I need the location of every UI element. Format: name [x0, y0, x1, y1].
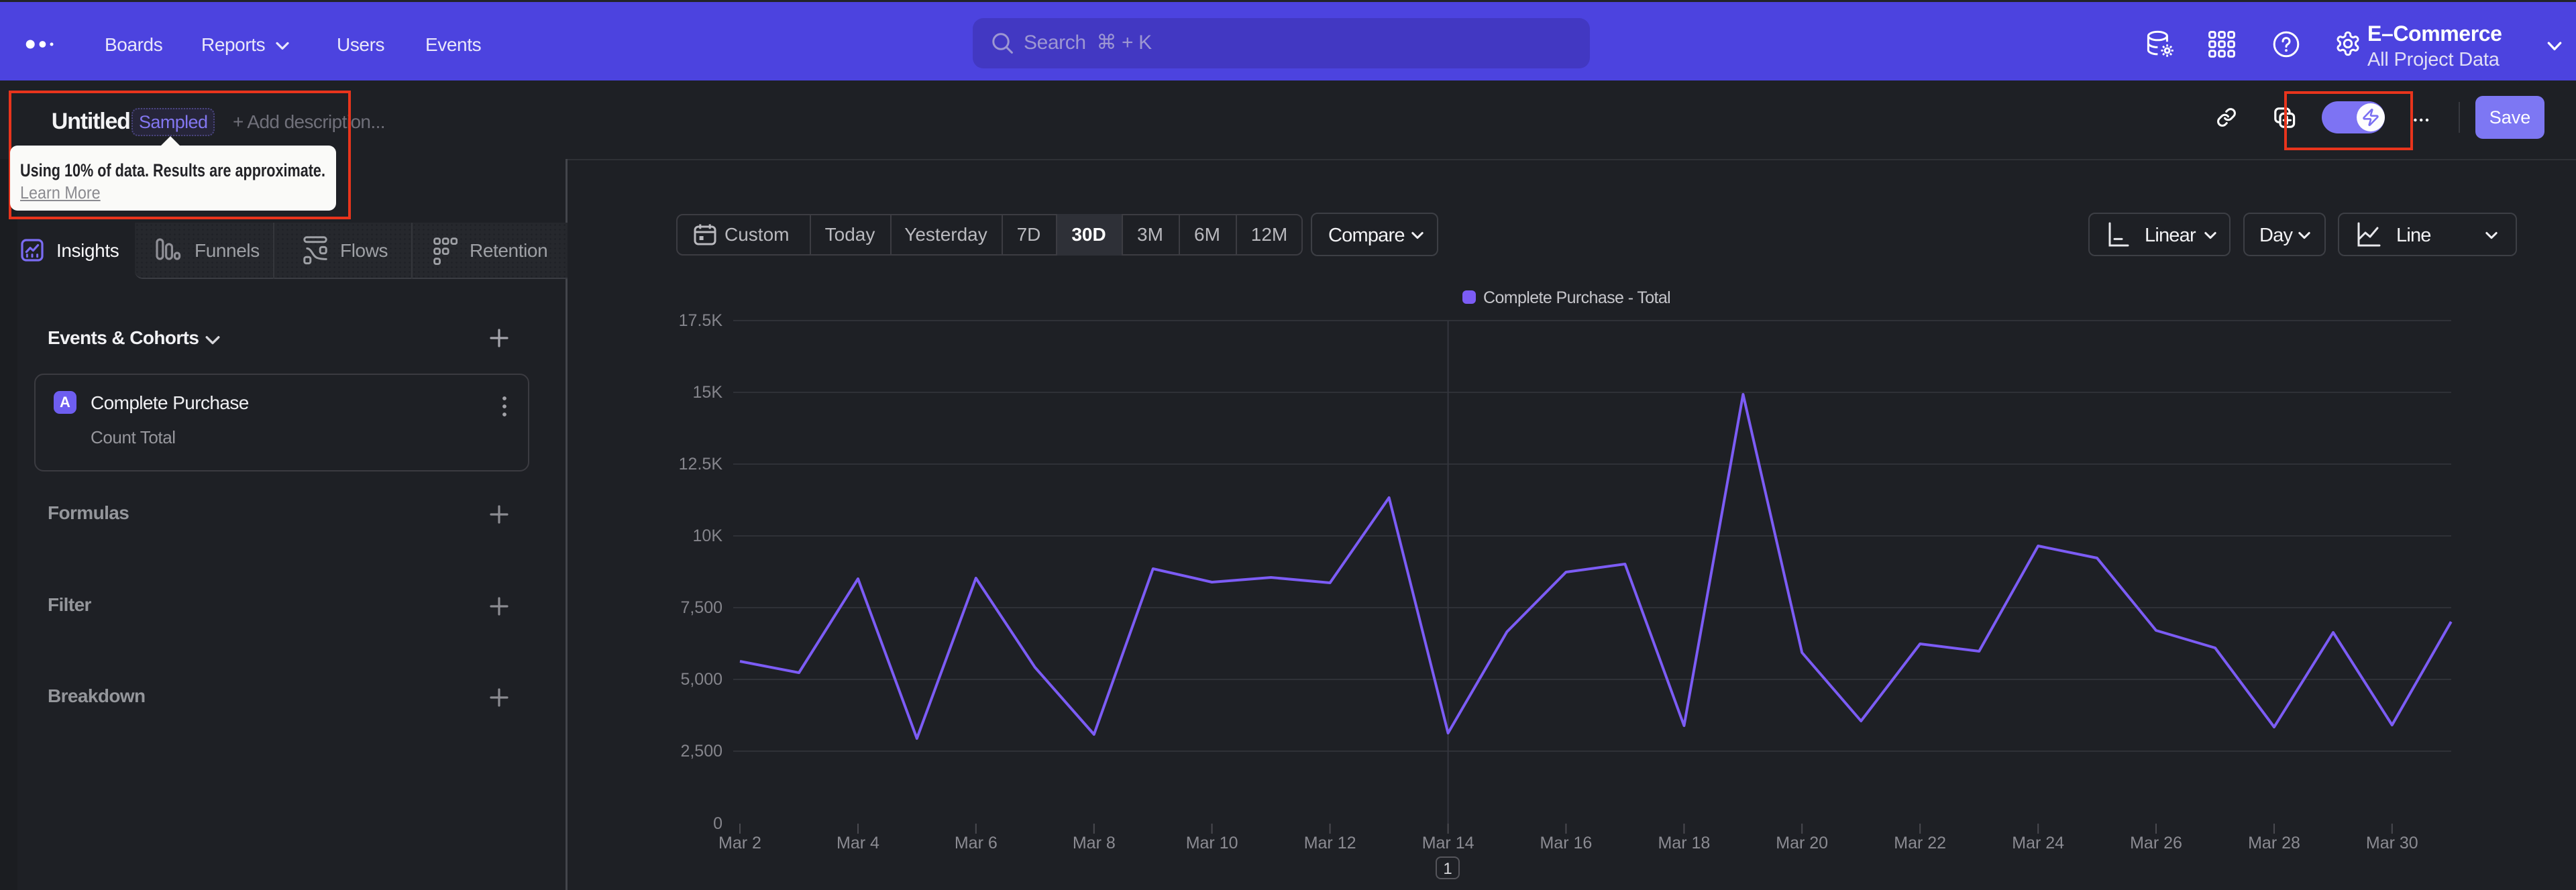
- svg-text:Mar 10: Mar 10: [1186, 834, 1238, 852]
- svg-text:7,500: 7,500: [680, 598, 722, 617]
- svg-text:Mar 28: Mar 28: [2248, 834, 2300, 852]
- svg-text:Mar 18: Mar 18: [1658, 834, 1710, 852]
- svg-text:0: 0: [713, 814, 722, 833]
- svg-text:Mar 30: Mar 30: [2366, 834, 2418, 852]
- svg-text:Mar 2: Mar 2: [718, 834, 761, 852]
- svg-text:Mar 22: Mar 22: [1894, 834, 1946, 852]
- svg-text:2,500: 2,500: [680, 742, 722, 761]
- svg-text:Mar 14: Mar 14: [1422, 834, 1474, 852]
- svg-text:Mar 20: Mar 20: [1776, 834, 1828, 852]
- svg-text:Mar 16: Mar 16: [1540, 834, 1592, 852]
- svg-text:Mar 8: Mar 8: [1073, 834, 1116, 852]
- svg-text:5,000: 5,000: [680, 670, 722, 689]
- svg-text:10K: 10K: [693, 526, 723, 545]
- svg-text:15K: 15K: [693, 383, 723, 402]
- svg-text:Mar 6: Mar 6: [955, 834, 998, 852]
- svg-text:17.5K: 17.5K: [679, 311, 723, 330]
- svg-text:Mar 12: Mar 12: [1304, 834, 1356, 852]
- svg-text:Mar 26: Mar 26: [2130, 834, 2182, 852]
- svg-text:Mar 24: Mar 24: [2012, 834, 2064, 852]
- svg-text:12.5K: 12.5K: [679, 455, 723, 474]
- svg-text:Mar 4: Mar 4: [837, 834, 879, 852]
